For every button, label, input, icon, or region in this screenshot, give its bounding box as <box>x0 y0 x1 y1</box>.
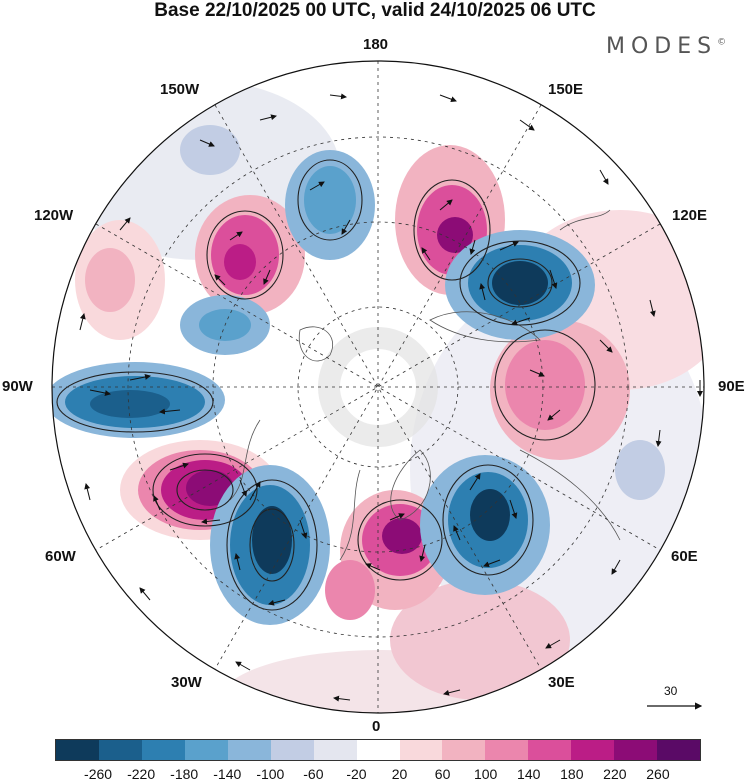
colorbar-tick-label: 60 <box>434 766 451 782</box>
colorbar-tick-label: -260 <box>84 766 113 782</box>
lon-label-180: 180 <box>363 36 389 53</box>
lon-label-60e: 60E <box>671 548 698 565</box>
colorbar-segment <box>614 740 658 760</box>
negative-anomaly <box>180 125 665 500</box>
colorbar-tick-label: -20 <box>346 766 367 782</box>
colorbar-tick-label: 140 <box>517 766 541 782</box>
colorbar-segment <box>399 740 443 760</box>
map-border <box>51 60 705 714</box>
colorbar-tick-label: 100 <box>473 766 498 782</box>
colorbar-segment <box>313 740 357 760</box>
colorbar-segment <box>356 740 400 760</box>
colorbar-tick-label: -180 <box>170 766 199 782</box>
colorbar-segment <box>571 740 615 760</box>
lon-label-150e: 150E <box>548 81 584 98</box>
negative-anomaly <box>445 230 595 340</box>
colorbar-segment <box>227 740 271 760</box>
map-title: Base 22/10/2025 00 UTC, valid 24/10/2025… <box>154 0 596 21</box>
graticule <box>52 61 704 713</box>
negative-anomaly <box>420 455 550 595</box>
lon-label-90e: 90E <box>718 378 745 395</box>
lon-label-60w: 60W <box>45 548 76 565</box>
lon-label-120e: 120E <box>672 207 708 224</box>
colorbar-tick-label: 260 <box>646 766 670 782</box>
lon-label-0: 0 <box>372 718 381 735</box>
positive-anomaly <box>490 320 630 460</box>
colorbar-segment <box>657 740 701 760</box>
colorbar-segment <box>485 740 529 760</box>
colorbar-segment <box>56 740 99 760</box>
colorbar-tick-label: -220 <box>127 766 156 782</box>
positive-anomaly <box>195 195 305 315</box>
lon-label-150w: 150W <box>160 81 200 98</box>
colorbar-segment <box>184 740 228 760</box>
negative-anomaly <box>210 465 330 625</box>
colorbar-tick-label: 220 <box>603 766 627 782</box>
contours <box>56 159 596 611</box>
colorbar-tick-label: -140 <box>213 766 242 782</box>
negative-anomaly <box>285 150 375 260</box>
polar-cap <box>340 349 416 425</box>
anomaly-field <box>52 61 704 713</box>
colorbar-tick-label: 180 <box>560 766 584 782</box>
coastlines <box>229 209 621 561</box>
reference-vector-value: 30 <box>664 684 678 698</box>
lon-label-30w: 30W <box>171 674 202 691</box>
colorbar-tick-label: -100 <box>256 766 285 782</box>
wind-vectors <box>79 93 703 702</box>
colorbar-segment <box>528 740 572 760</box>
modes-logo: MODES© <box>606 34 727 59</box>
colorbar-segment <box>270 740 314 760</box>
lon-label-90w: 90W <box>2 378 33 395</box>
negative-anomaly <box>52 362 225 438</box>
lon-label-120w: 120W <box>34 207 74 224</box>
colorbar <box>55 739 701 761</box>
colorbar-segment <box>442 740 486 760</box>
positive-anomaly <box>75 220 165 340</box>
colorbar-tick-label: -60 <box>303 766 324 782</box>
colorbar-tick-label: 20 <box>391 766 408 782</box>
colorbar-segment <box>141 740 185 760</box>
colorbar-segment <box>98 740 142 760</box>
lon-label-30e: 30E <box>548 674 575 691</box>
